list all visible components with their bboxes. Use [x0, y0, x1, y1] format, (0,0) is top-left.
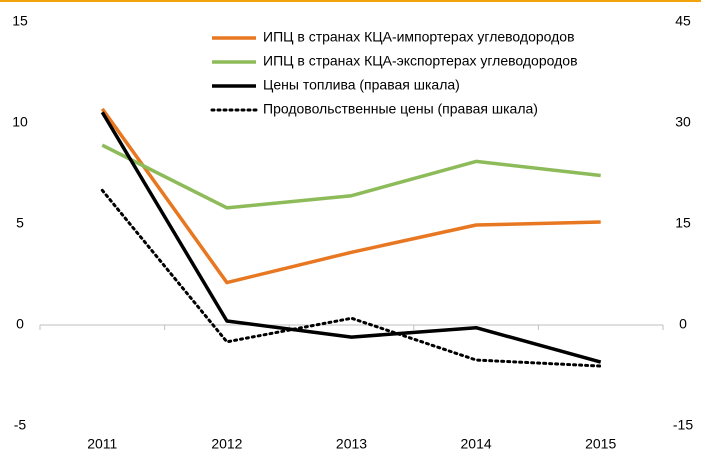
series-line — [100, 188, 603, 368]
y-tick-label: 0 — [16, 316, 24, 332]
legend-label: Продовольственные цены (правая шкала) — [263, 101, 538, 117]
series-line — [100, 107, 601, 285]
legend-label: ИПЦ в странах КЦА-импортерах углеводород… — [263, 29, 575, 45]
legend-label: Цены топлива (правая шкала) — [263, 77, 460, 93]
series-line — [101, 143, 601, 210]
y-tick-label: -5 — [14, 417, 27, 433]
y2-tick-label: 45 — [675, 13, 691, 29]
x-tick-label: 2013 — [336, 436, 367, 452]
x-tick-label: 2014 — [461, 436, 492, 452]
x-tick-label: 2011 — [87, 436, 117, 452]
series-line — [100, 111, 602, 364]
y2-tick-label: 15 — [675, 215, 691, 231]
x-tick-label: 2012 — [211, 436, 242, 452]
legend-label: ИПЦ в странах КЦА-экспортерах углеводоро… — [263, 53, 578, 69]
y2-tick-label: 30 — [675, 114, 691, 130]
y-tick-label: 5 — [16, 215, 24, 231]
y2-tick-label: 0 — [679, 316, 687, 332]
y2-tick-label: -15 — [673, 417, 693, 433]
y-tick-label: 10 — [12, 114, 28, 130]
y-tick-label: 15 — [12, 13, 28, 29]
x-tick-label: 2015 — [585, 436, 616, 452]
